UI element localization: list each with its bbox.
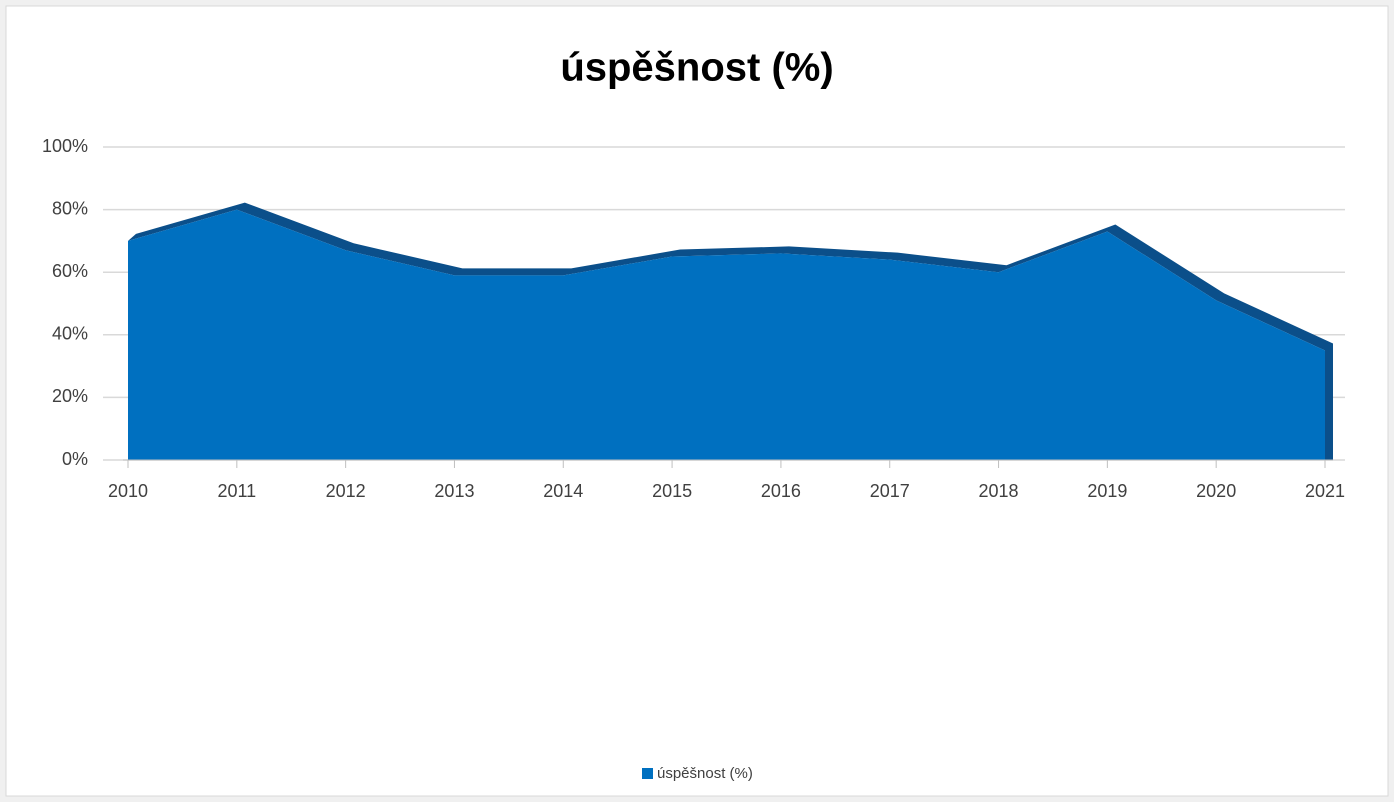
x-tick-label: 2015 bbox=[652, 481, 692, 501]
x-tick-label: 2014 bbox=[543, 481, 583, 501]
legend-label: úspěšnost (%) bbox=[657, 765, 753, 782]
x-tick-label: 2012 bbox=[326, 481, 366, 501]
x-tick-label: 2021 bbox=[1305, 481, 1345, 501]
y-tick-label: 40% bbox=[52, 324, 88, 344]
y-tick-label: 60% bbox=[52, 261, 88, 281]
x-tick-label: 2011 bbox=[217, 481, 256, 501]
chart-title: úspěšnost (%) bbox=[560, 46, 833, 90]
x-tick-label: 2010 bbox=[108, 481, 148, 501]
x-tick-label: 2020 bbox=[1196, 481, 1236, 501]
y-tick-label: 100% bbox=[42, 136, 88, 156]
area-side bbox=[1325, 343, 1333, 460]
x-tick-label: 2016 bbox=[761, 481, 801, 501]
x-tick-label: 2017 bbox=[870, 481, 910, 501]
y-tick-label: 80% bbox=[52, 198, 88, 218]
area bbox=[128, 209, 1325, 460]
y-tick-label: 0% bbox=[62, 449, 88, 469]
legend-swatch bbox=[642, 768, 653, 779]
x-tick-label: 2019 bbox=[1087, 481, 1127, 501]
x-tick-label: 2018 bbox=[979, 481, 1019, 501]
x-tick-label: 2013 bbox=[434, 481, 474, 501]
y-tick-label: 20% bbox=[52, 386, 88, 406]
